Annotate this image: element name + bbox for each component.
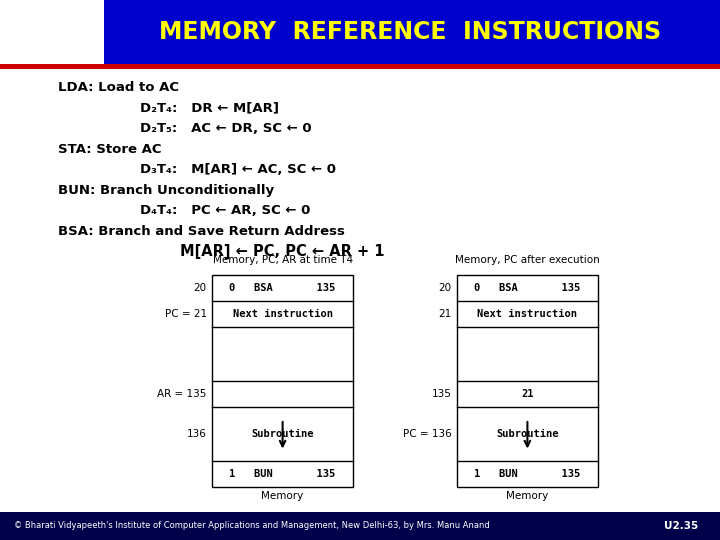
Text: 0   BSA       135: 0 BSA 135 xyxy=(230,284,336,293)
Bar xyxy=(0,0,720,64)
Text: AR = 135: AR = 135 xyxy=(157,389,207,399)
Bar xyxy=(457,275,598,487)
Text: 20: 20 xyxy=(438,284,451,293)
Text: BSA: Branch and Save Return Address: BSA: Branch and Save Return Address xyxy=(58,225,344,238)
Bar xyxy=(0,64,720,69)
Text: 1   BUN       135: 1 BUN 135 xyxy=(474,469,580,479)
Text: BUN: Branch Unconditionally: BUN: Branch Unconditionally xyxy=(58,184,274,197)
Text: 21: 21 xyxy=(521,389,534,399)
Text: Memory: Memory xyxy=(261,491,304,502)
Text: U2.35: U2.35 xyxy=(664,521,698,531)
Text: D₂T₅:   AC ← DR, SC ← 0: D₂T₅: AC ← DR, SC ← 0 xyxy=(140,122,312,135)
Bar xyxy=(212,275,353,487)
Text: 21: 21 xyxy=(438,309,451,319)
Text: © Bharati Vidyapeeth's Institute of Computer Applications and Management, New De: © Bharati Vidyapeeth's Institute of Comp… xyxy=(14,522,490,530)
Bar xyxy=(0,0,104,64)
Text: PC = 136: PC = 136 xyxy=(402,429,451,439)
Text: Subroutine: Subroutine xyxy=(496,429,559,439)
Text: Memory, PC after execution: Memory, PC after execution xyxy=(455,254,600,265)
Text: MEMORY  REFERENCE  INSTRUCTIONS: MEMORY REFERENCE INSTRUCTIONS xyxy=(159,20,662,44)
Text: D₄T₄:   PC ← AR, SC ← 0: D₄T₄: PC ← AR, SC ← 0 xyxy=(140,204,311,217)
Text: Next instruction: Next instruction xyxy=(477,309,577,319)
Text: 136: 136 xyxy=(186,429,207,439)
Text: Next instruction: Next instruction xyxy=(233,309,333,319)
Bar xyxy=(0,512,720,540)
Text: LDA: Load to AC: LDA: Load to AC xyxy=(58,81,179,94)
Text: 135: 135 xyxy=(431,389,451,399)
Text: D₃T₄:   M[AR] ← AC, SC ← 0: D₃T₄: M[AR] ← AC, SC ← 0 xyxy=(140,163,336,176)
Text: 20: 20 xyxy=(194,284,207,293)
Text: Subroutine: Subroutine xyxy=(251,429,314,439)
Text: M[AR] ← PC, PC ← AR + 1: M[AR] ← PC, PC ← AR + 1 xyxy=(180,244,384,259)
Text: D₂T₄:   DR ← M[AR]: D₂T₄: DR ← M[AR] xyxy=(140,102,279,114)
Text: Memory, PC, AR at time T4: Memory, PC, AR at time T4 xyxy=(212,254,353,265)
Text: PC = 21: PC = 21 xyxy=(164,309,207,319)
Text: Memory: Memory xyxy=(506,491,549,502)
Text: 0   BSA       135: 0 BSA 135 xyxy=(474,284,580,293)
Text: 1   BUN       135: 1 BUN 135 xyxy=(230,469,336,479)
Text: STA: Store AC: STA: Store AC xyxy=(58,143,161,156)
